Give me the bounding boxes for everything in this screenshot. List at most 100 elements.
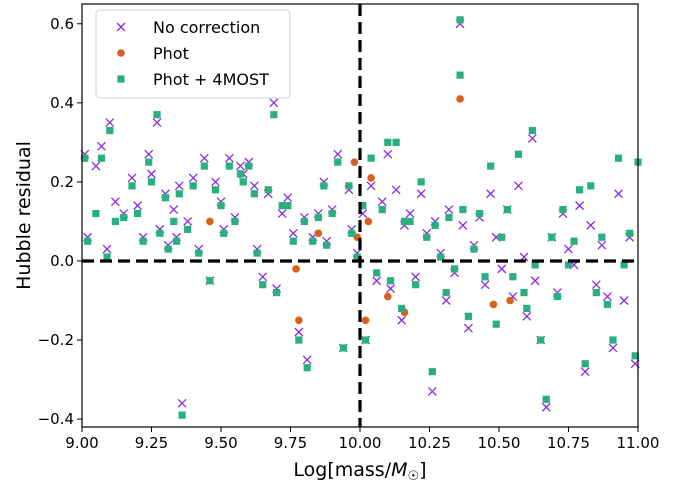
data-point-phot-4most [509,273,517,281]
data-point-phot-4most [314,213,322,222]
data-point-phot-4most [592,288,600,297]
data-point-no-correction [147,169,156,179]
data-point-phot-4most [289,237,297,245]
data-point-phot-4most [528,126,536,135]
series-phot [206,95,514,325]
data-point-phot-4most [398,304,406,313]
data-point-phot-4most [211,186,220,194]
data-point-no-correction [91,161,101,171]
data-point-no-correction [541,402,551,412]
data-point-no-correction [177,398,187,408]
data-point-phot-4most [581,360,589,368]
data-point-no-correction [463,323,473,333]
data-point-phot-4most [609,336,617,344]
data-point-phot-4most [384,138,392,146]
data-point-phot-4most [236,170,245,178]
data-point-no-correction [236,161,245,171]
data-point-phot-4most [153,111,161,119]
data-point-phot-4most [475,209,484,218]
data-point-phot-4most [548,233,556,241]
y-tick-label: 0.0 [50,252,74,270]
data-point-phot-4most [620,261,628,269]
data-point-phot-4most [195,249,203,257]
x-axis-title: Log[mass/M☉] [293,459,426,484]
data-point-phot [506,296,514,305]
data-point-no-correction [514,181,523,191]
data-point-no-correction [597,240,607,250]
data-point-phot-4most [603,300,612,309]
data-point-phot-4most [83,237,92,245]
legend-marker-no-correction [116,22,126,32]
data-point-no-correction [527,133,537,143]
data-point-no-correction [391,185,401,195]
data-point-phot-4most [345,182,353,190]
data-point-phot-4most [542,395,550,403]
data-point-no-correction [152,118,162,128]
legend-marker-phot-4most [117,75,125,83]
data-point-no-correction [127,173,137,183]
data-point-phot-4most [284,202,292,210]
data-point-phot-4most [81,154,89,162]
data-point-phot-4most [134,209,142,218]
data-point-phot-4most [464,312,473,320]
data-point-phot-4most [456,16,464,24]
data-point-no-correction [480,280,490,290]
data-point-phot-4most [626,229,634,237]
x-tick-label: 11.00 [617,434,660,452]
data-point-no-correction [269,98,279,108]
data-point-no-correction [210,177,220,187]
data-point-no-correction [383,149,393,159]
data-point-phot [295,316,303,325]
data-point-no-correction [564,244,573,254]
data-point-no-correction [288,228,298,238]
y-tick-label: 0.2 [50,173,74,191]
data-point-no-correction [188,173,198,183]
data-point-phot-4most [147,178,156,186]
data-point-phot-4most [334,158,342,166]
data-point-phot-4most [259,281,267,289]
data-point-no-correction [249,181,259,191]
data-point-phot-4most [417,178,425,186]
legend-label-no-correction: No correction [153,18,260,37]
data-point-phot-4most [270,111,278,119]
data-point-phot-4most [309,237,317,245]
data-point-no-correction [377,197,387,207]
data-point-phot-4most [492,320,500,328]
legend: No correction Phot Phot + 4MOST [95,9,291,99]
data-point-phot-4most [164,245,172,253]
data-point-phot-4most [514,150,523,158]
data-point-no-correction [183,216,193,226]
data-point-phot-4most [323,241,331,249]
data-point-phot-4most [220,229,228,237]
data-point-no-correction [283,193,293,203]
data-point-phot-4most [175,190,183,198]
data-point-phot-4most [367,154,375,162]
data-point-no-correction [444,205,454,215]
data-point-no-correction [530,276,540,286]
data-point-phot-4most [178,411,186,419]
data-point-no-correction [105,118,115,128]
y-axis-title: Hubble residual [13,141,35,290]
data-point-phot-4most [412,281,420,289]
data-point-phot-4most [531,261,539,269]
y-tick-label: 0.6 [50,15,74,33]
data-point-phot-4most [459,205,467,214]
x-tick-label: 10.75 [547,434,590,452]
data-point-phot-4most [161,194,169,202]
data-point-phot [350,158,359,166]
y-tick-label: 0.4 [50,94,74,112]
data-point-phot-4most [431,221,439,229]
data-point-phot-4most [231,217,239,226]
data-point-no-correction [397,315,407,325]
x-tick-label: 10.00 [339,434,382,452]
data-point-phot-4most [373,269,381,277]
y-tick-label: −0.2 [38,331,74,349]
data-point-no-correction [458,220,468,230]
data-point-no-correction [366,181,376,191]
data-point-phot-4most [239,178,247,186]
data-point-phot [314,229,323,238]
x-tick-label: 10.50 [478,434,521,452]
data-point-no-correction [602,292,612,302]
data-point-phot-4most [184,225,192,233]
data-point-phot-4most [139,237,147,245]
